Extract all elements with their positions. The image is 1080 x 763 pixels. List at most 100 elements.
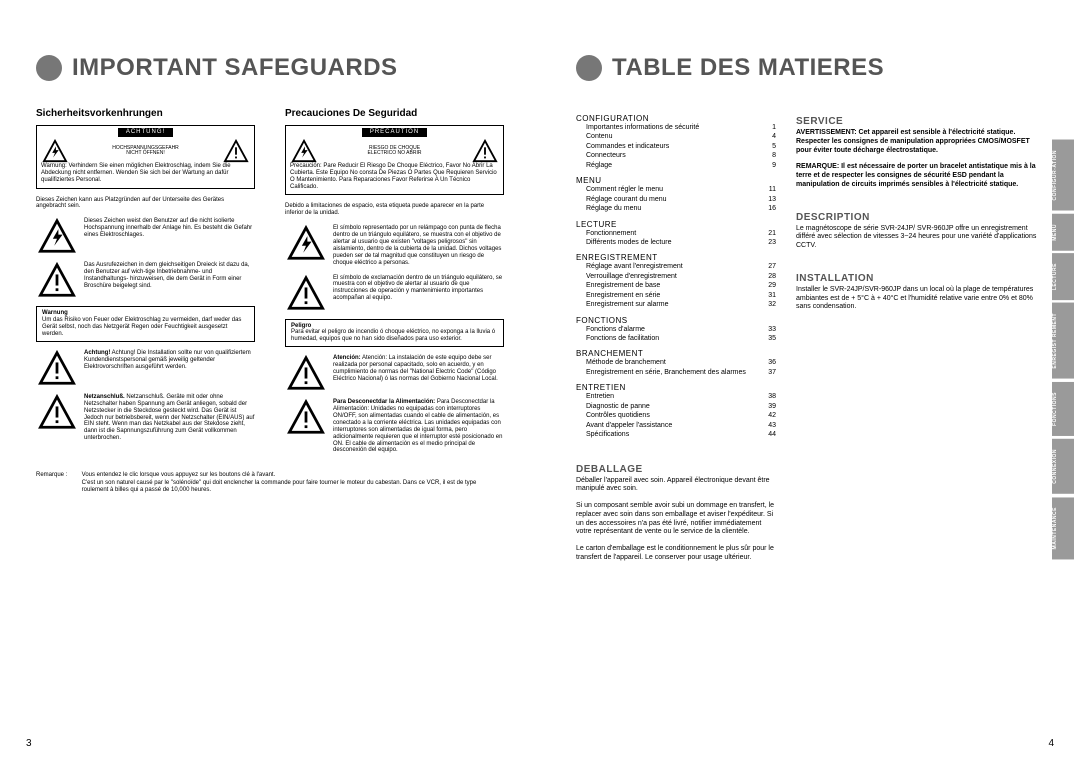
toc-item-label: Différents modes de lecture: [576, 238, 760, 247]
lightning-triangle-icon: [41, 139, 69, 163]
page-left: IMPORTANT SAFEGUARDS Sicherheitsvorkenhr…: [0, 0, 540, 763]
toc-column: CONFIGURATIONImportantes informations de…: [576, 108, 776, 440]
de-achtung-text: Achtung! Achtung! Die Installation sollt…: [84, 350, 255, 371]
left-page-title: IMPORTANT SAFEGUARDS: [72, 54, 398, 82]
exclamation-triangle-icon: [222, 139, 250, 163]
exclamation-triangle-icon: [36, 394, 78, 430]
es-box-label: PRECAUTION: [362, 128, 427, 137]
toc-item-label: Comment régler le menu: [576, 185, 760, 194]
toc-item: Enregistrement sur alarme32: [576, 300, 776, 309]
de-lightning-text: Dieses Zeichen weist den Benutzer auf di…: [84, 218, 255, 239]
toc-item: Réglage9: [576, 161, 776, 170]
toc-item-label: Contenu: [576, 132, 760, 141]
toc-section-title: LECTURE: [576, 220, 776, 229]
exclamation-triangle-icon: [285, 355, 327, 391]
es-box-mid: RIESGO DE CHOQUE ELECTRICO NO ABRIR: [324, 146, 465, 157]
toc-item: Entretien38: [576, 392, 776, 401]
es-warning-box: PRECAUTION RIESGO DE CHOQUE ELECTRICO NO…: [285, 125, 504, 195]
remark-body: Vous entendez le clic lorsque vous appuy…: [82, 472, 500, 494]
toc-item-page: 9: [760, 161, 776, 170]
toc-item-label: Connecteurs: [576, 151, 760, 160]
toc-item-page: 28: [760, 272, 776, 281]
toc-section-title: BRANCHEMENT: [576, 349, 776, 358]
toc-item-page: 8: [760, 151, 776, 160]
toc-item-page: 38: [760, 392, 776, 401]
es-warning-textbox: Peligro Para evitar el peligro de incend…: [285, 319, 504, 348]
es-lightning-row: El símbolo representado por un relámpago…: [285, 225, 504, 266]
toc-section-title: FONCTIONS: [576, 316, 776, 325]
toc-item-label: Enregistrement en série, Branchement des…: [576, 368, 760, 377]
bullet-dot: [36, 55, 62, 81]
description-text: Le magnétoscope de série SVR-24JP/ SVR-9…: [796, 225, 1044, 251]
toc-item: Enregistrement en série31: [576, 291, 776, 300]
toc-item-label: Enregistrement de base: [576, 281, 760, 290]
es-lightning-text: El símbolo representado por un relámpago…: [333, 225, 504, 266]
toc-item-label: Réglage: [576, 161, 760, 170]
toc-item-label: Réglage courant du menu: [576, 195, 760, 204]
es-exclaim-row: El símbolo de exclamación dentro de un t…: [285, 275, 504, 311]
de-box-sub: Warnung: Verhindern Sie einen möglichen …: [41, 163, 250, 184]
side-tab: MAINTENANCE: [1052, 497, 1074, 559]
toc-item: Contrôles quotidiens42: [576, 411, 776, 420]
installation-text: Installer le SVR-24JP/SVR-960JP dans un …: [796, 286, 1044, 312]
description-heading: DESCRIPTION: [796, 212, 1044, 223]
remark-footnote: Remarque : Vous entendez le clic lorsque…: [36, 472, 504, 494]
deballage-p3: Le carton d'emballage est le conditionne…: [576, 545, 776, 563]
de-warning-box: ACHTUNG! HOCHSPANNUNGSGEFAHR NICHT ÖFFNE…: [36, 125, 255, 189]
exclamation-triangle-icon: [36, 350, 78, 386]
es-netz-body: Para Desconectdar la Alimentación: Unida…: [333, 399, 502, 453]
de-exclaim-row: Das Ausrufezeichen in dem gleichseitigen…: [36, 262, 255, 298]
page-number-left: 3: [26, 738, 32, 749]
page-title-row: TABLE DES MATIERES: [576, 54, 1044, 82]
page-right: TABLE DES MATIERES CONFIGURATIONImportan…: [540, 0, 1080, 763]
toc-section-title: CONFIGURATION: [576, 114, 776, 123]
toc-item-label: Fonctions d'alarme: [576, 325, 760, 334]
es-achtung-text: Atención: Atención: La instalación de es…: [333, 355, 504, 383]
es-achtung-row: Atención: Atención: La instalación de es…: [285, 355, 504, 391]
toc-item-label: Fonctionnement: [576, 229, 760, 238]
info-column: SERVICE AVERTISSEMENT: Cet appareil est …: [796, 108, 1044, 440]
toc-item-page: 39: [760, 402, 776, 411]
de-netz-body: Netzanschluß. Geräte mit oder ohne Netzs…: [84, 394, 254, 441]
toc-item-label: Enregistrement en série: [576, 291, 760, 300]
toc-item-label: Réglage du menu: [576, 204, 760, 213]
toc-item-page: 44: [760, 430, 776, 439]
lightning-triangle-icon: [285, 225, 327, 261]
toc-item-page: 29: [760, 281, 776, 290]
de-achtung-row: Achtung! Achtung! Die Installation sollt…: [36, 350, 255, 386]
toc-item: Comment régler le menu11: [576, 185, 776, 194]
toc-item-page: 11: [760, 185, 776, 194]
deballage-p1: Déballer l'appareil avec soin. Appareil …: [576, 477, 776, 495]
service-remark: REMARQUE: Il est nécessaire de porter un…: [796, 163, 1044, 189]
de-warning-textbox: Warnung Um das Risiko von Feuer oder Ele…: [36, 306, 255, 342]
de-textbox-head: Warnung: [42, 310, 249, 317]
side-tab: FONCTIONS: [1052, 382, 1074, 436]
safeguard-col-de: Sicherheitsvorkenhrungen ACHTUNG! HOCHSP…: [36, 108, 255, 462]
side-tab: MENU: [1052, 214, 1074, 251]
toc-item-page: 43: [760, 421, 776, 430]
toc-item-page: 13: [760, 195, 776, 204]
es-note-under: Debido a limitaciones de espacio, esta e…: [285, 203, 504, 217]
de-box-mid: HOCHSPANNUNGSGEFAHR NICHT ÖFFNEN!: [75, 146, 216, 157]
toc-item-label: Verrouillage d'enregistrement: [576, 272, 760, 281]
exclamation-triangle-icon: [285, 275, 327, 311]
es-box-sub: Precaución: Pare Reducir El Riesgo De Ch…: [290, 163, 499, 191]
page-title-row: IMPORTANT SAFEGUARDS: [36, 54, 504, 82]
toc-item-page: 27: [760, 262, 776, 271]
toc-item: Connecteurs8: [576, 151, 776, 160]
toc-item: Verrouillage d'enregistrement28: [576, 272, 776, 281]
service-heading: SERVICE: [796, 116, 1044, 127]
toc-item: Enregistrement de base29: [576, 281, 776, 290]
toc-item-label: Diagnostic de panne: [576, 402, 760, 411]
side-tabs-strip: CONFIGUR-ATIONMENULECTUREENREGIST REMENT…: [1052, 140, 1074, 559]
right-page-title: TABLE DES MATIERES: [612, 54, 884, 82]
side-tab: CONNEXION: [1052, 439, 1074, 494]
toc-item-page: 31: [760, 291, 776, 300]
de-col-head: Sicherheitsvorkenhrungen: [36, 108, 255, 119]
lightning-triangle-icon: [290, 139, 318, 163]
toc-item: Fonctionnement21: [576, 229, 776, 238]
toc-item: Avant d'appeler l'assistance43: [576, 421, 776, 430]
toc-item-page: 32: [760, 300, 776, 309]
side-tab: ENREGIST REMENT: [1052, 303, 1074, 379]
toc-item: Fonctions de facilitation35: [576, 334, 776, 343]
